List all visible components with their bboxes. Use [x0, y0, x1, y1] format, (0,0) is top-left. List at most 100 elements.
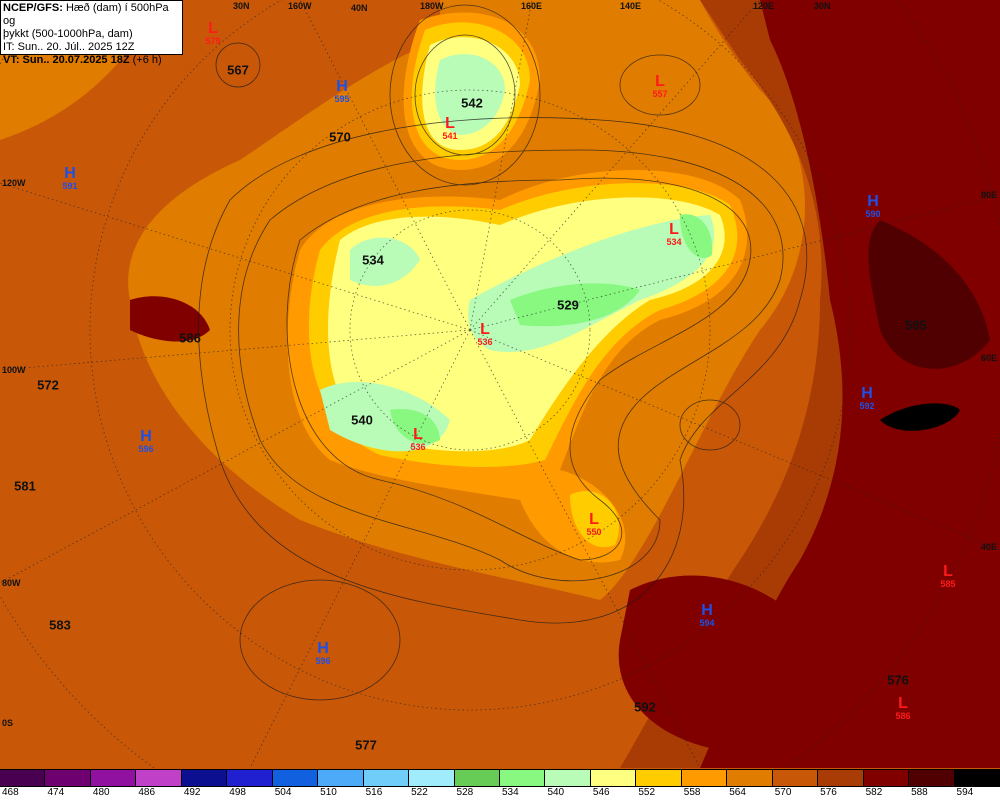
- legend-label: 480: [92, 787, 110, 798]
- graticule-label: 40N: [351, 3, 368, 13]
- legend-swatch: [409, 770, 455, 786]
- graticule-label: 120W: [2, 178, 26, 188]
- legend-swatch: [318, 770, 364, 786]
- band-582-east: [700, 0, 1000, 768]
- legend-label: 516: [365, 787, 383, 798]
- graticule-label: 0S: [2, 718, 14, 728]
- model-name: NCEP/GFS:: [3, 2, 63, 14]
- legend-label: 588: [911, 787, 928, 798]
- high-pressure-center: H 590: [865, 193, 881, 220]
- contour-lines: [198, 4, 808, 701]
- low-pressure-center: L 541: [442, 115, 458, 142]
- contour-label: 542: [461, 95, 483, 111]
- graticule-label: 40E: [981, 542, 998, 552]
- low-pressure-center: L 579: [205, 20, 221, 47]
- field-description: Hæð (dam) í 500hPa og: [3, 2, 169, 27]
- legend-label: 534: [501, 787, 519, 798]
- legend-label: 522: [411, 787, 428, 798]
- legend-label: 504: [274, 787, 292, 798]
- legend-swatch: [909, 770, 955, 786]
- legend-swatch: [499, 770, 546, 786]
- contour-label: 576: [887, 672, 909, 688]
- legend-swatch: [772, 770, 819, 786]
- legend-swatch: [136, 770, 182, 786]
- legend-swatch: [90, 770, 137, 786]
- thickness-description: þykkt (500-1000hPa, dam): [3, 28, 133, 40]
- legend-swatch: [227, 770, 273, 786]
- map-title-box: NCEP/GFS: Hæð (dam) í 500hPa og þykkt (5…: [0, 0, 183, 66]
- legend-label: 492: [183, 787, 201, 798]
- legend-swatch: [954, 770, 1000, 786]
- legend-swatch: [636, 770, 682, 786]
- low-pressure-center: L 536: [410, 426, 426, 453]
- legend-label: 540: [547, 787, 565, 798]
- legend-label: 552: [638, 787, 656, 798]
- graticule-label: 30N: [233, 1, 250, 11]
- low-pressure-center: L 536: [477, 321, 493, 348]
- legend-swatch: [272, 770, 319, 786]
- contour-label: 572: [37, 377, 59, 393]
- band-540: [320, 54, 715, 452]
- contour-label: 570: [329, 129, 351, 145]
- low-pressure-center: L 550: [586, 511, 602, 538]
- contour-label: 567: [227, 62, 249, 78]
- legend-label: 510: [320, 787, 337, 798]
- high-pressure-center: H 596: [315, 640, 331, 667]
- legend-label: 558: [683, 787, 701, 798]
- legend-label: 576: [820, 787, 837, 798]
- contour-label: 529: [557, 297, 579, 313]
- graticule-lines: [0, 0, 1000, 768]
- high-pressure-center: H 594: [699, 602, 715, 629]
- color-legend-swatches: [0, 769, 1000, 787]
- contour-label: 586: [179, 330, 201, 346]
- legend-swatch: [454, 770, 500, 786]
- legend-label: 528: [456, 787, 474, 798]
- legend-swatch: [363, 770, 410, 786]
- band-534: [390, 214, 713, 444]
- contour-label: 592: [634, 699, 656, 715]
- legend-swatch: [181, 770, 228, 786]
- graticule-label: 160E: [521, 1, 543, 11]
- legend-label: 486: [138, 787, 156, 798]
- band-582-africa: [618, 575, 806, 750]
- legend-label: 564: [729, 787, 746, 798]
- legend-label: 498: [229, 787, 246, 798]
- legend-label: 468: [2, 787, 19, 798]
- legend-swatch: [545, 770, 591, 786]
- legend-swatch: [681, 770, 728, 786]
- thickness-map: [0, 0, 1000, 768]
- contour-label: 534: [362, 252, 384, 268]
- legend-swatch: [590, 770, 637, 786]
- graticule-label: 80W: [2, 578, 21, 588]
- band-594: [880, 403, 960, 431]
- high-pressure-center: H 591: [62, 165, 78, 192]
- graticule-label: 80E: [981, 190, 998, 200]
- color-legend: 468 474 480 486 492 498 504 510 516 522 528 534 540 5…: [0, 769, 1000, 800]
- contour-label: 583: [49, 617, 71, 633]
- init-time: IT: Sun.. 20. Júl.. 2025 12Z: [3, 41, 135, 53]
- contour-label: 540: [351, 412, 373, 428]
- legend-label: 546: [592, 787, 610, 798]
- legend-label: 570: [774, 787, 792, 798]
- graticule-label: 60E: [981, 353, 998, 363]
- low-pressure-center: L 585: [940, 563, 956, 590]
- graticule-label: 100W: [2, 365, 26, 375]
- high-pressure-center: H 596: [138, 428, 154, 455]
- contour-label: 577: [355, 737, 377, 753]
- low-pressure-center: L 557: [652, 73, 668, 100]
- legend-label: 582: [865, 787, 883, 798]
- high-pressure-center: H 595: [334, 78, 350, 105]
- band-588: [868, 220, 990, 369]
- legend-swatch: [45, 770, 91, 786]
- contour-label: 585: [905, 317, 927, 333]
- legend-label: 474: [47, 787, 65, 798]
- low-pressure-center: L 534: [666, 221, 682, 248]
- forecast-hour: (+6 h): [129, 54, 162, 66]
- low-pressure-center: L 586: [895, 695, 911, 722]
- legend-swatch: [727, 770, 773, 786]
- legend-label: 594: [956, 787, 974, 798]
- color-legend-labels: 468 474 480 486 492 498 504 510 516 522 528 534 540 5…: [0, 787, 1000, 799]
- graticule-label: 30N: [814, 1, 831, 11]
- legend-swatch: [0, 770, 46, 786]
- graticule-label: 160W: [288, 1, 312, 11]
